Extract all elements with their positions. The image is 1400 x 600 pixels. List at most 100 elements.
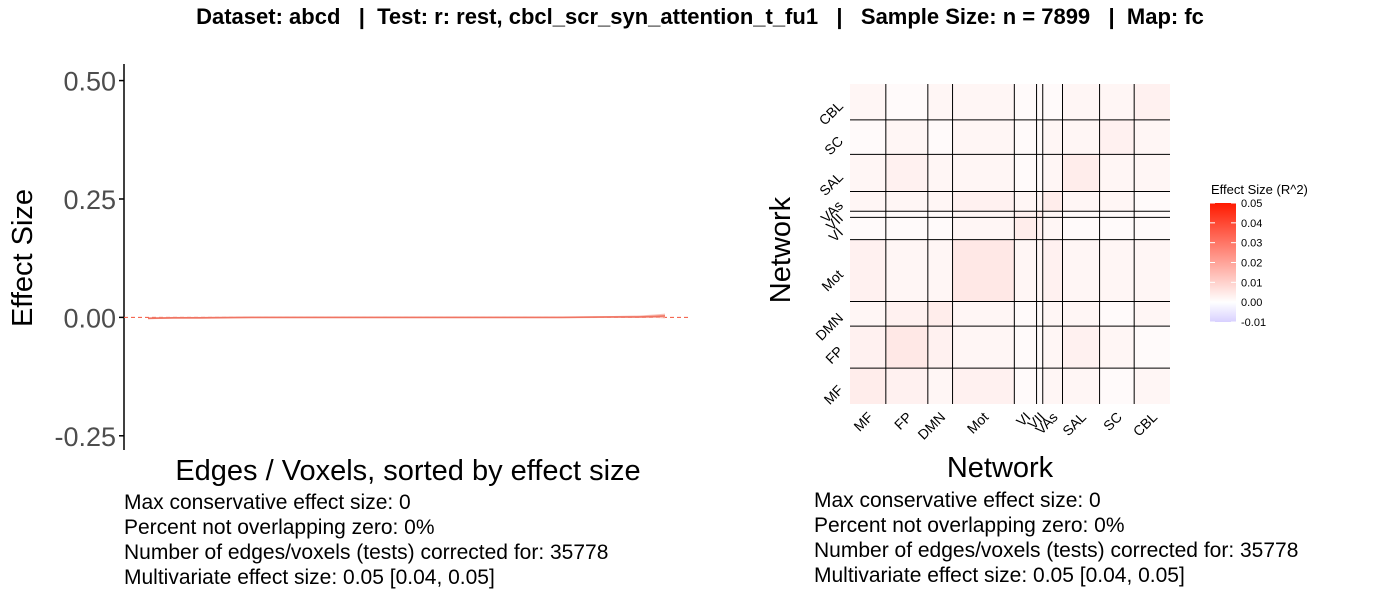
heatmap-cell (1042, 368, 1063, 404)
heatmap-cell (1062, 326, 1100, 369)
heatmap-cell (1014, 191, 1037, 212)
heatmap-cell (1099, 368, 1135, 404)
stat-tests-corrected: Number of edges/voxels (tests) corrected… (124, 541, 609, 564)
legend-tick-label: 0.01 (1241, 277, 1262, 289)
heatmap-cell (1134, 191, 1170, 212)
heatmap-cell (850, 368, 886, 404)
heatmap-cell (952, 119, 1015, 155)
heatmap-cell (1042, 326, 1063, 369)
heatmap-cell (927, 191, 953, 212)
heatmap-cell (850, 239, 886, 302)
x-network-label: FP (891, 409, 915, 433)
heatmap-cell (927, 84, 953, 120)
y-axis-title: Effect Size (7, 189, 39, 327)
heatmap-cell (1042, 239, 1063, 302)
y-network-label: SAL (816, 169, 846, 199)
heatmap-cell (885, 84, 928, 120)
heatmap-cell (1099, 217, 1135, 240)
heatmap-cell (1014, 301, 1037, 327)
heatmap-cell (1099, 119, 1135, 155)
stat-tests-corrected: Number of edges/voxels (tests) corrected… (814, 539, 1299, 562)
legend-tick-label: -0.01 (1241, 317, 1266, 329)
heatmap-cell (1099, 326, 1135, 369)
legend-tick-label: 0.00 (1241, 297, 1262, 309)
x-network-label: SC (1100, 409, 1125, 434)
heatmap-cell (1134, 326, 1170, 369)
heatmap-cell (1014, 368, 1037, 404)
heatmap-cell (1099, 84, 1135, 120)
heatmap-cell (1036, 211, 1043, 218)
legend-tick-label: 0.04 (1241, 218, 1262, 230)
heatmap-cell (1014, 119, 1037, 155)
heatmap-cell (952, 217, 1015, 240)
y-tick-label: 0.00 (63, 303, 116, 333)
heatmap-cell (850, 84, 886, 120)
heatmap-cell (1062, 211, 1100, 218)
heatmap-cell (885, 154, 928, 192)
network-heatmap: MFMFFPFPDMNDMNMotMotVIVIVIIVIIVAsVAsSALS… (765, 84, 1170, 484)
y-network-label: CBL (816, 98, 847, 129)
heatmap-cell (1062, 301, 1100, 327)
x-network-label: Mot (964, 409, 992, 437)
y-tick-label: -0.25 (54, 422, 116, 452)
legend-tick-label: 0.03 (1241, 238, 1262, 250)
heatmap-cell (927, 326, 953, 369)
heatmap-cell (1042, 154, 1063, 192)
heatmap-cell (850, 119, 886, 155)
heatmap-cell (1062, 191, 1100, 212)
heatmap-cell (1062, 154, 1100, 192)
heatmap-cell (1099, 211, 1135, 218)
x-axis-title: Network (947, 452, 1054, 484)
legend-title: Effect Size (R^2) (1211, 182, 1308, 197)
heatmap-cell (885, 217, 928, 240)
heatmap-cell (1042, 211, 1063, 218)
heatmap-cell (850, 154, 886, 192)
heatmap-cell (927, 211, 953, 218)
heatmap-cell (1134, 84, 1170, 120)
heatmap-cell (927, 301, 953, 327)
heatmap-cell (885, 119, 928, 155)
heatmap-cell (1062, 119, 1100, 155)
heatmap-cell (1062, 239, 1100, 302)
heatmap-cell (885, 326, 928, 369)
heatmap-cell (1042, 301, 1063, 327)
heatmap-cell (952, 301, 1015, 327)
heatmap-cell (1036, 239, 1043, 302)
color-legend: Effect Size (R^2)0.05 0.04 0.03 0.02 0.01 0.0… (1210, 182, 1308, 329)
heatmap-cell (885, 368, 928, 404)
heatmap-cell (850, 326, 886, 369)
stat-percent-not-overlapping: Percent not overlapping zero: 0% (124, 516, 435, 539)
legend-tick-label: 0.05 (1241, 198, 1262, 210)
heatmap-cell (1036, 217, 1043, 240)
legend-tick-label: 0.02 (1241, 258, 1262, 270)
x-network-label: CBL (1130, 409, 1161, 440)
heatmap-cell (927, 368, 953, 404)
heatmap-cell (1014, 154, 1037, 192)
x-network-label: DMN (914, 409, 948, 443)
heatmap-cell (927, 154, 953, 192)
heatmap-cell (1042, 119, 1063, 155)
heatmap-cell (1134, 154, 1170, 192)
y-network-label: FP (822, 343, 846, 367)
y-axis-title: Network (765, 196, 797, 303)
heatmap-cell (1036, 84, 1043, 120)
heatmap-stats: Max conservative effect size: 0 Percent … (814, 488, 1298, 588)
heatmap-cell (850, 217, 886, 240)
heatmap-cell (885, 301, 928, 327)
x-network-label: MF (850, 409, 876, 435)
x-network-label: SAL (1059, 409, 1089, 439)
y-network-label: SC (821, 133, 846, 158)
heatmap-cell (927, 119, 953, 155)
heatmap-cell (1099, 191, 1135, 212)
heatmap-cell (927, 239, 953, 302)
heatmap-cell (1014, 84, 1037, 120)
heatmap-cell (1042, 191, 1063, 212)
heatmap-cell (1062, 217, 1100, 240)
stat-max-effect: Max conservative effect size: 0 (814, 489, 1101, 512)
heatmap-cell (1134, 239, 1170, 302)
effect-size-series-line (147, 315, 666, 320)
heatmap-cell (1042, 84, 1063, 120)
heatmap-cell (1036, 154, 1043, 192)
x-axis-title: Edges / Voxels, sorted by effect size (175, 455, 640, 487)
